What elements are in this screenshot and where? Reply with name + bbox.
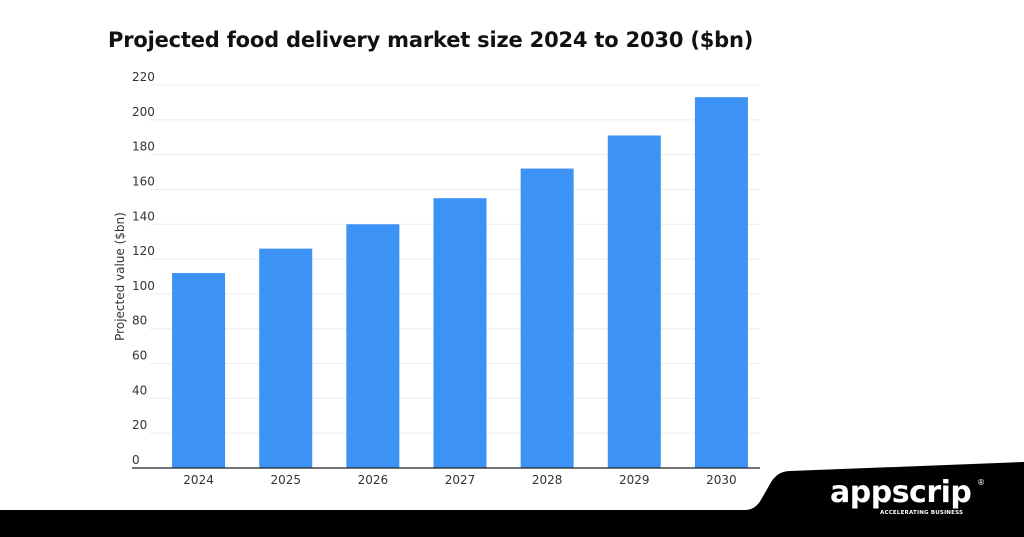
- y-tick-label: 160: [132, 174, 155, 188]
- x-tick-label: 2029: [619, 473, 650, 487]
- x-tick-label: 2026: [358, 473, 389, 487]
- chart-title: Projected food delivery market size 2024…: [108, 28, 754, 52]
- x-tick-label: 2030: [706, 473, 737, 487]
- brand-tagline: ACCELERATING BUSINESS: [880, 510, 964, 516]
- brand-registered-mark: ®: [977, 478, 985, 487]
- bar-2026: [346, 224, 400, 468]
- y-tick-label: 0: [132, 453, 140, 467]
- bar-2024: [172, 273, 226, 468]
- x-tick-label: 2027: [445, 473, 476, 487]
- x-tick-label: 2028: [532, 473, 563, 487]
- y-tick-label: 140: [132, 209, 155, 223]
- y-tick-labels: 0 20 40 60 80 100 120 140 160 180 200 220: [132, 70, 155, 467]
- y-tick-label: 20: [132, 418, 147, 432]
- y-tick-label: 120: [132, 244, 155, 258]
- bar-2030: [694, 97, 748, 468]
- y-tick-label: 100: [132, 279, 155, 293]
- y-tick-label: 60: [132, 349, 147, 363]
- x-tick-labels: 2024 2025 2026 2027 2028 2029 2030: [183, 473, 736, 487]
- y-tick-label: 220: [132, 70, 155, 84]
- bar-2025: [259, 248, 313, 468]
- bar-2028: [520, 168, 574, 468]
- brand-logo-wordmark: appscrip: [830, 475, 972, 510]
- x-tick-label: 2024: [183, 473, 214, 487]
- bars: [172, 97, 748, 468]
- x-tick-label: 2025: [270, 473, 301, 487]
- y-tick-label: 80: [132, 314, 147, 328]
- y-tick-label: 200: [132, 105, 155, 119]
- y-axis-title: Projected value ($bn): [113, 212, 127, 341]
- bar-2027: [433, 198, 487, 468]
- y-tick-label: 40: [132, 383, 147, 397]
- bar-2029: [607, 135, 661, 468]
- y-tick-label: 180: [132, 140, 155, 154]
